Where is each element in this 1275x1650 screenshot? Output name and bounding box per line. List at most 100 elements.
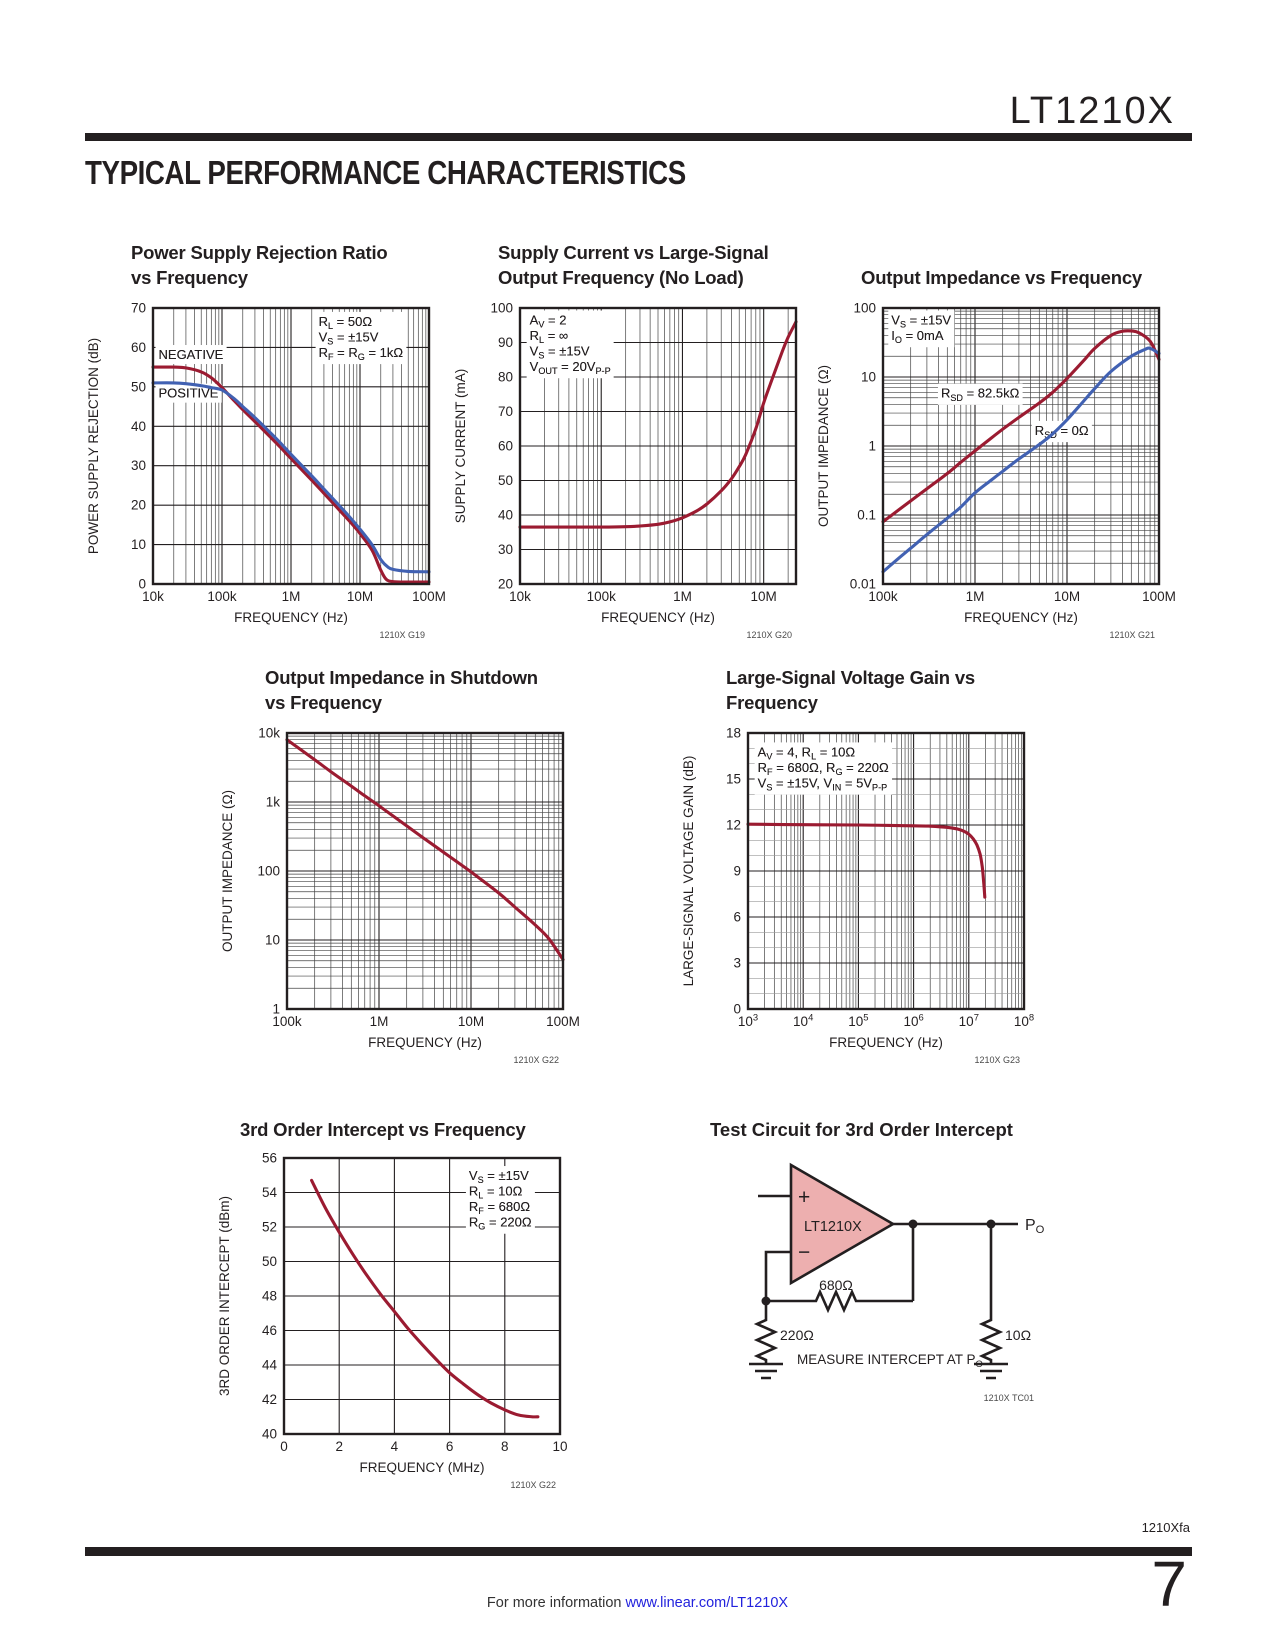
minus-input-label: −: [798, 1241, 810, 1264]
chart-shutdown-impedance: Output Impedance in Shutdown vs Frequenc…: [219, 665, 589, 1067]
svg-text:90: 90: [498, 335, 513, 350]
svg-text:50: 50: [131, 379, 146, 394]
svg-text:100: 100: [853, 301, 876, 316]
svg-text:10M: 10M: [751, 589, 777, 604]
svg-text:10: 10: [552, 1439, 567, 1454]
svg-text:VS = ±15V, VIN = 5VP-P: VS = ±15V, VIN = 5VP-P: [758, 775, 888, 792]
curve-supply-current: [518, 320, 798, 529]
svg-text:107: 107: [959, 1013, 979, 1030]
footer-info-link[interactable]: www.linear.com/LT1210X: [625, 1595, 789, 1611]
chart-caption: 1210X G20: [746, 630, 792, 640]
svg-text:RL = 10Ω: RL = 10Ω: [469, 1184, 523, 1201]
footer-rule: [85, 1547, 1192, 1556]
svg-text:80: 80: [498, 370, 513, 385]
svg-text:50: 50: [262, 1254, 277, 1269]
chart-voltage-gain: Large-Signal Voltage Gain vs Frequency A…: [680, 665, 1050, 1067]
curve-rsd-82k: [881, 329, 1161, 524]
svg-text:0: 0: [138, 577, 146, 592]
svg-text:54: 54: [262, 1185, 278, 1200]
svg-text:VS = ±15V: VS = ±15V: [319, 329, 379, 346]
gridlines: [284, 1158, 560, 1434]
svg-text:RF = RG = 1kΩ: RF = RG = 1kΩ: [319, 345, 404, 362]
tick-labels: 100k 1M 10M 100M 1 10 100 1k 10k: [257, 726, 579, 1030]
chart-plot: VS = ±15V IO = 0mA VS = ±15V IO = 0mA RSD = …: [815, 298, 1185, 628]
svg-text:RL = ∞: RL = ∞: [530, 328, 569, 345]
chart-title: Large-Signal Voltage Gain vs: [726, 667, 976, 688]
svg-text:10k: 10k: [258, 726, 280, 741]
svg-text:100: 100: [257, 864, 280, 879]
chart-plot: 100k 1M 10M 100M 1 10 100 1k 10k FREQUENCY (Hz) OU…: [219, 723, 589, 1053]
plot-frame: [881, 306, 1161, 586]
circuit-labels: + − LT1210X 680Ω 220Ω 10Ω PO MEASURE INT…: [780, 1186, 1045, 1403]
svg-text:RL = ∞: RL = ∞: [530, 328, 569, 345]
svg-text:1M: 1M: [282, 589, 301, 604]
chart-title: 3rd Order Intercept vs Frequency: [240, 1119, 526, 1140]
svg-text:40: 40: [131, 419, 146, 434]
svg-text:RF = RG = 1kΩ: RF = RG = 1kΩ: [319, 345, 404, 362]
circuit-caption: 1210X TC01: [984, 1393, 1034, 1403]
chart-third-order-intercept: 3rd Order Intercept vs Frequency VS = ±1…: [216, 1117, 586, 1492]
header-rule: [85, 133, 1192, 141]
svg-text:46: 46: [262, 1323, 277, 1338]
svg-text:15: 15: [726, 772, 741, 787]
chart-psrr: Power Supply Rejection Ratio vs Frequenc…: [85, 240, 455, 642]
chart-title: vs Frequency: [131, 267, 248, 288]
chart-title: Frequency: [726, 692, 818, 713]
doc-code: 1210Xfa: [1141, 1520, 1190, 1535]
svg-text:VS = ±15V: VS = ±15V: [530, 344, 590, 361]
chart-svg-zshut: 100k 1M 10M 100M 1 10 100 1k 10k FREQUENCY (Hz) OU…: [220, 726, 580, 1051]
svg-text:1: 1: [868, 439, 876, 454]
svg-text:10: 10: [131, 537, 146, 552]
page-number: 7: [1151, 1548, 1187, 1620]
gain-resistor-label: 220Ω: [780, 1327, 814, 1343]
svg-text:10M: 10M: [458, 1014, 484, 1029]
svg-text:3: 3: [733, 956, 741, 971]
svg-text:VS = ±15V: VS = ±15V: [469, 1168, 529, 1185]
chart-title: Output Frequency (No Load): [498, 267, 744, 288]
svg-text:40: 40: [498, 508, 513, 523]
y-axis-label: OUTPUT IMPEDANCE (Ω): [220, 790, 235, 952]
svg-text:100M: 100M: [1142, 589, 1176, 604]
x-axis-label: FREQUENCY (Hz): [234, 610, 348, 625]
tick-labels: 10k 100k 1M 10M 100M 0 10 20 30 40 50 60 70: [131, 301, 446, 605]
svg-text:20: 20: [498, 577, 513, 592]
svg-text:100k: 100k: [868, 589, 898, 604]
curve-rsd-0: [881, 346, 1161, 574]
x-axis-label: FREQUENCY (Hz): [964, 610, 1078, 625]
curve-voltage-gain: [746, 822, 987, 899]
svg-text:42: 42: [262, 1392, 277, 1407]
chart-caption: 1210X G23: [974, 1055, 1020, 1065]
x-axis-label: FREQUENCY (Hz): [368, 1035, 482, 1050]
svg-text:18: 18: [726, 726, 741, 741]
plus-input-label: +: [798, 1186, 810, 1209]
gridlines: [520, 308, 796, 584]
chart-plot: AV = 4, RL = 10Ω RF = 680Ω, RG = 220Ω VS =…: [680, 723, 1050, 1053]
footer-info-text: For more information: [486, 1595, 626, 1611]
plot-frame: [285, 731, 565, 1011]
svg-text:1M: 1M: [673, 589, 692, 604]
chart-caption: 1210X G21: [1109, 630, 1155, 640]
svg-text:106: 106: [903, 1013, 923, 1030]
gridlines: [287, 733, 563, 1009]
svg-text:6: 6: [446, 1439, 454, 1454]
svg-text:1M: 1M: [966, 589, 985, 604]
minus-input-wire: [764, 1250, 791, 1301]
svg-text:IO = 0mA: IO = 0mA: [891, 328, 944, 345]
svg-text:RSD = 82.5kΩ: RSD = 82.5kΩ: [941, 386, 1020, 403]
part-number: LT1210X: [1009, 90, 1175, 132]
plot-frame: [282, 1156, 562, 1436]
svg-text:0.1: 0.1: [857, 508, 876, 523]
svg-text:RF = 680Ω: RF = 680Ω: [469, 1199, 530, 1216]
y-axis-label: SUPPLY CURRENT (mA): [453, 369, 468, 524]
svg-text:20: 20: [131, 498, 146, 513]
svg-text:10k: 10k: [142, 589, 164, 604]
svg-text:56: 56: [262, 1151, 277, 1166]
junction-dot: [761, 1296, 771, 1306]
svg-text:52: 52: [262, 1220, 277, 1235]
chart-plot: RL = 50Ω VS = ±15V RF = RG = 1kΩ RL = 50Ω VS…: [85, 298, 455, 628]
